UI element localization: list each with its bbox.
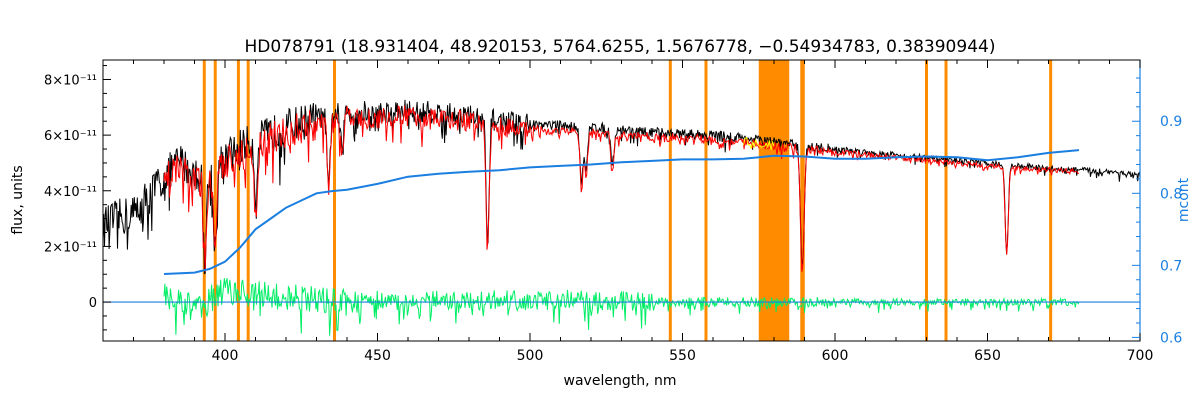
y-tick-label: 0 — [89, 296, 97, 311]
y-axis-label: flux, units — [10, 165, 26, 234]
x-tick-label: 600 — [822, 348, 849, 364]
x-tick-label: 550 — [669, 348, 696, 364]
y2-axis-label: mcont — [1176, 177, 1192, 222]
x-tick-label: 700 — [1127, 348, 1154, 364]
x-tick-label: 500 — [517, 348, 544, 364]
y-tick-label: 8×10⁻¹¹ — [44, 73, 97, 88]
x-tick-label: 650 — [974, 348, 1001, 364]
x-axis-label: wavelength, nm — [564, 373, 677, 389]
y-tick-label: 4×10⁻¹¹ — [44, 185, 97, 200]
y-tick-label: 6×10⁻¹¹ — [44, 129, 97, 144]
y-tick-label: 2×10⁻¹¹ — [44, 240, 97, 255]
y2-tick-label: 0.7 — [1160, 258, 1182, 274]
y2-tick-label: 0.9 — [1160, 114, 1182, 130]
x-tick-label: 400 — [212, 348, 239, 364]
x-tick-label: 450 — [364, 348, 391, 364]
chart-title: HD078791 (18.931404, 48.920153, 5764.625… — [245, 37, 996, 57]
y2-tick-label: 0.6 — [1160, 330, 1182, 346]
